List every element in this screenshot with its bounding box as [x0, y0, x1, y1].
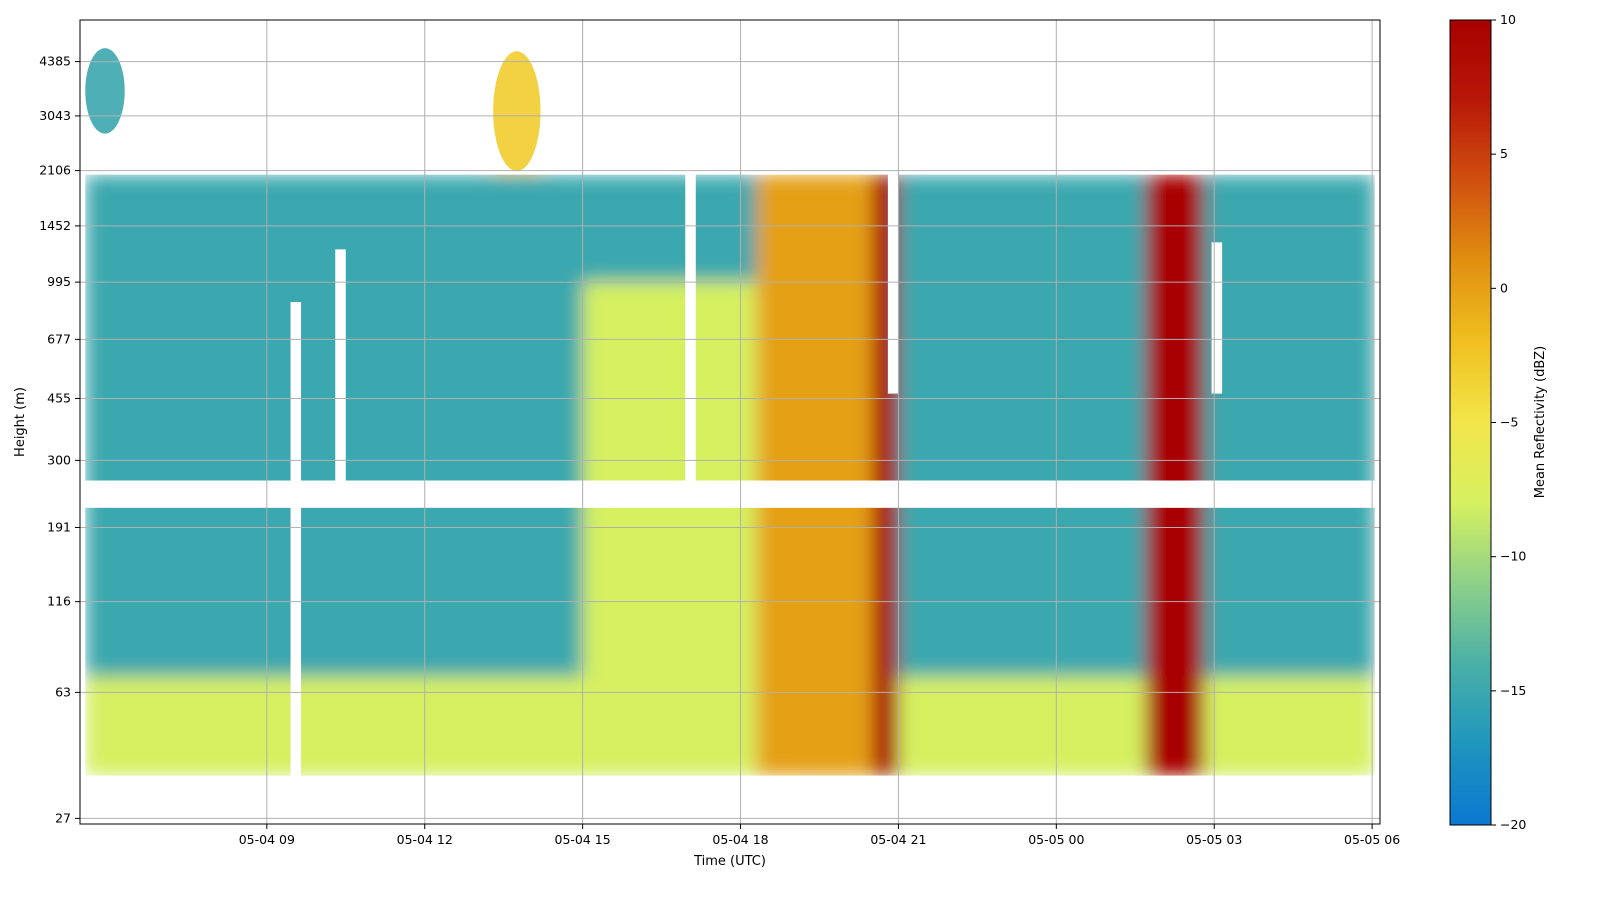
- x-tick-label-7: 05-05 06: [1344, 832, 1400, 847]
- x-tick-label-6: 05-05 03: [1186, 832, 1242, 847]
- gap-height-band: [80, 480, 1380, 508]
- x-tick-label-1: 05-04 12: [397, 832, 453, 847]
- colorbar-tick-label-6: −20: [1500, 817, 1526, 832]
- x-tick-label-4: 05-04 21: [870, 832, 926, 847]
- x-tick-label-0: 05-04 09: [239, 832, 295, 847]
- colorbar-tick-label-0: 10: [1500, 12, 1516, 27]
- colorbar-tick-label-3: −5: [1500, 415, 1518, 430]
- y-tick-label-10: 3043: [39, 108, 71, 123]
- colorbar-tick-label-1: 5: [1500, 146, 1508, 161]
- grid-lines: [80, 20, 1380, 824]
- gap-top: [80, 20, 1380, 175]
- y-tick-label-4: 300: [47, 452, 71, 467]
- plot-area: [80, 20, 1380, 824]
- gap-left: [80, 20, 86, 824]
- heatmap-region-5: [756, 174, 873, 776]
- gap-column-2: [685, 174, 696, 494]
- y-tick-label-9: 2106: [39, 163, 71, 178]
- colorbar-tick-label-2: 0: [1500, 280, 1508, 295]
- data-gaps: [80, 20, 1380, 824]
- y-tick-label-11: 4385: [39, 54, 71, 69]
- y-axis-ticks: 27 63 116 191 300 455 677 995 1452 2106 3043 4385: [39, 54, 80, 825]
- colorbar: 10 5 0 −5 −10 −15 −20 Mean Reflectivity (dBZ): [1449, 12, 1548, 832]
- y-axis-label: Height (m): [13, 387, 28, 457]
- y-tick-label-8: 1452: [39, 218, 71, 233]
- y-tick-label-2: 116: [47, 594, 71, 609]
- y-tick-label-1: 63: [55, 684, 71, 699]
- cloud-patch-1: [85, 48, 125, 134]
- x-axis-label: Time (UTC): [693, 854, 766, 869]
- heatmap-region-4: [1145, 174, 1204, 776]
- gap-column-0: [290, 302, 302, 776]
- x-tick-label-2: 05-04 15: [555, 832, 611, 847]
- y-tick-label-0: 27: [55, 810, 71, 825]
- colorbar-tick-label-5: −15: [1500, 683, 1526, 698]
- y-tick-label-7: 995: [47, 274, 71, 289]
- plot-frame: [79, 19, 1381, 825]
- y-tick-label-6: 677: [47, 331, 71, 346]
- gap-bottom: [80, 775, 1380, 824]
- gap-right: [1374, 20, 1380, 824]
- gap-column-3: [887, 174, 899, 394]
- x-axis-ticks: 05-04 09 05-04 12 05-04 15 05-04 18 05-04 21…: [239, 824, 1400, 847]
- colorbar-gradient: [1449, 19, 1492, 826]
- cloud-patch-0: [493, 51, 541, 172]
- colorbar-ticks: 10 5 0 −5 −10 −15 −20: [1491, 12, 1526, 832]
- colorbar-tick-label-4: −10: [1500, 549, 1526, 564]
- y-tick-label-3: 191: [47, 520, 71, 535]
- x-tick-label-5: 05-05 00: [1028, 832, 1084, 847]
- gap-column-1: [335, 249, 346, 500]
- x-tick-label-3: 05-04 18: [712, 832, 768, 847]
- gap-column-4: [1211, 242, 1223, 394]
- y-tick-label-5: 455: [47, 390, 71, 405]
- colorbar-label: Mean Reflectivity (dBZ): [1533, 346, 1548, 499]
